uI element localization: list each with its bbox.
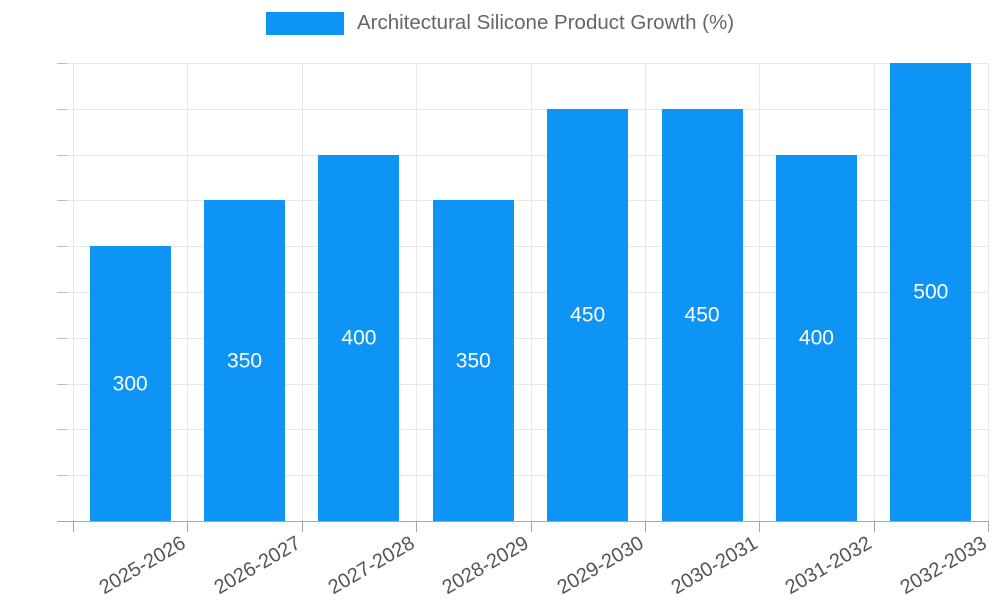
x-axis-tick — [73, 521, 74, 532]
bar[interactable]: 500 — [890, 63, 972, 521]
y-axis-tick — [57, 154, 67, 156]
x-axis-tick — [187, 521, 188, 532]
gridline-vertical — [531, 63, 532, 521]
gridline-horizontal — [57, 475, 988, 477]
bar-value-label: 350 — [227, 349, 263, 373]
gridline-vertical — [988, 63, 989, 521]
x-axis-tick — [759, 521, 760, 532]
x-axis-tick — [302, 521, 303, 532]
plot-area: 300 350 400 350 450 450 400 500 — [57, 63, 989, 532]
bar-value-label: 300 — [112, 372, 148, 396]
gridline-horizontal — [57, 292, 988, 293]
gridline-vertical — [302, 63, 303, 521]
gridline-vertical — [874, 63, 875, 521]
bar-value-label: 350 — [455, 349, 491, 373]
bar-value-label: 450 — [684, 303, 720, 327]
gridline-vertical — [759, 63, 760, 521]
gridline-horizontal — [57, 108, 988, 110]
y-axis-tick — [57, 63, 67, 64]
bar-value-label: 400 — [798, 326, 834, 350]
bar[interactable]: 300 — [89, 246, 171, 521]
y-axis-tick — [57, 108, 67, 110]
x-axis-tick — [988, 521, 989, 532]
gridline-vertical — [645, 63, 646, 521]
gridline-horizontal — [57, 200, 988, 202]
bar-value-label: 450 — [570, 303, 606, 327]
legend-label: Architectural Silicone Product Growth (%… — [356, 11, 735, 35]
x-axis-tick — [874, 521, 875, 532]
gridline-horizontal — [57, 383, 988, 385]
legend-color-swatch — [265, 12, 344, 35]
y-axis-tick — [57, 337, 67, 339]
bar[interactable]: 400 — [318, 154, 400, 521]
bar-value-label: 500 — [913, 280, 949, 304]
x-axis-line — [57, 521, 988, 522]
x-axis-tick — [416, 521, 417, 532]
bar[interactable]: 400 — [775, 154, 857, 521]
bar-value-label: 400 — [341, 326, 377, 350]
bar[interactable]: 350 — [432, 200, 514, 521]
y-axis-tick — [57, 292, 67, 293]
gridline-horizontal — [57, 337, 988, 339]
x-axis-tick — [531, 521, 532, 532]
gridline-horizontal — [57, 246, 988, 248]
chart-legend: Architectural Silicone Product Growth (%… — [0, 12, 1000, 35]
gridline-vertical — [187, 63, 188, 521]
y-axis-tick — [57, 246, 67, 248]
bar[interactable]: 350 — [204, 200, 286, 521]
y-axis-tick — [57, 475, 67, 477]
x-axis-tick — [645, 521, 646, 532]
gridline-vertical — [73, 63, 74, 521]
bar[interactable]: 450 — [547, 108, 629, 521]
gridline-vertical — [416, 63, 417, 521]
y-axis-tick — [57, 429, 67, 431]
x-axis-tick-label: 2025-2026 — [95, 532, 190, 600]
gridline-horizontal — [57, 429, 988, 431]
y-axis-tick — [57, 200, 67, 202]
y-axis-tick — [57, 383, 67, 385]
gridline-horizontal — [57, 154, 988, 156]
bar[interactable]: 450 — [661, 108, 743, 521]
gridline-horizontal — [57, 63, 988, 64]
